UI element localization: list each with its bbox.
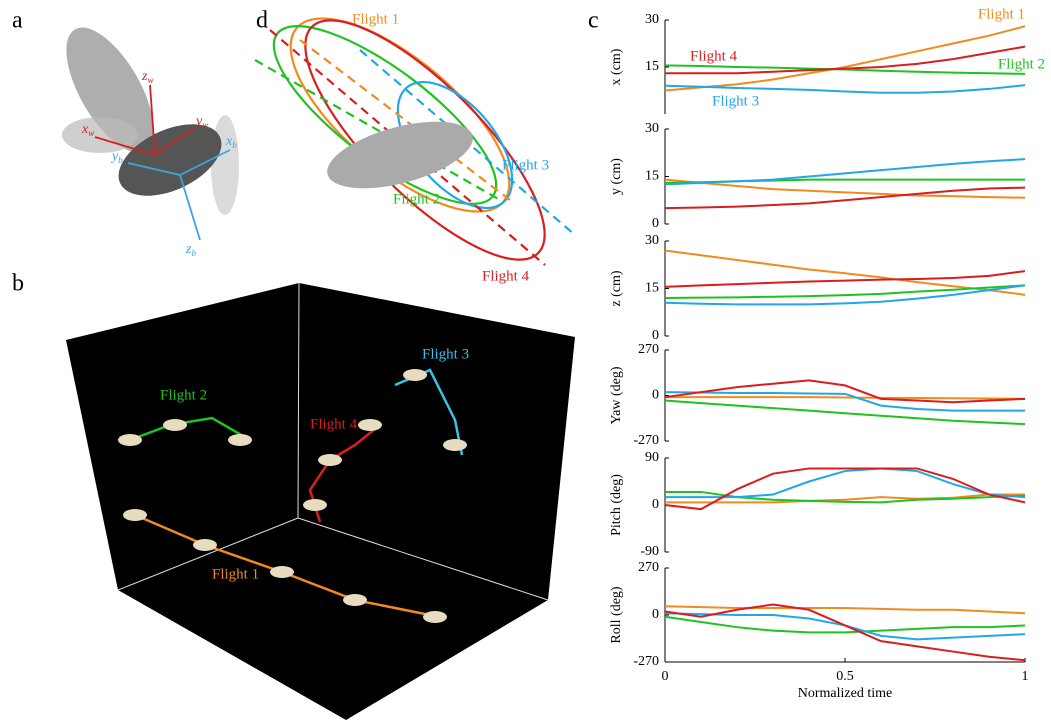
y-tick-label: 15: [645, 281, 659, 296]
axis-subscript: b: [232, 140, 237, 150]
series-line: [665, 606, 1025, 613]
y-axis-label: Pitch (deg): [609, 474, 624, 536]
series-line: [665, 401, 1025, 425]
flight-label: Flight 1: [352, 11, 399, 27]
panel-label: a: [12, 8, 23, 34]
axis-subscript: b: [118, 155, 123, 165]
panel-label: c: [588, 8, 599, 34]
series-name: Flight 4: [690, 48, 738, 64]
y-tick-label: 30: [645, 12, 659, 27]
series-line: [665, 397, 1025, 399]
y-tick-label: 270: [638, 342, 659, 357]
series-name: Flight 2: [998, 56, 1045, 72]
flight-label: Flight 2: [393, 191, 440, 207]
y-axis-label: x (cm): [609, 48, 624, 85]
panel-b-drawing: [66, 283, 575, 720]
y-tick-label: 15: [645, 59, 659, 74]
axis-label: zw: [141, 69, 153, 85]
series-line: [665, 188, 1025, 209]
axis-subscript: b: [191, 248, 196, 258]
figure: a b c d zwywxwybxbzbFlight 1Flight 2Flig…: [0, 0, 1051, 727]
y-tick-label: 270: [638, 560, 659, 575]
x-tick-label: 0.5: [836, 669, 854, 684]
y-tick-label: -270: [633, 654, 659, 669]
panel-a-drawing: [49, 14, 239, 240]
x-tick-label: 1: [1022, 669, 1029, 684]
y-tick-label: 0: [652, 607, 659, 622]
y-axis-label: Yaw (deg): [609, 366, 624, 424]
y-axis-label: y (cm): [609, 158, 624, 195]
series-line: [665, 468, 1025, 497]
flight-label: Flight 3: [422, 346, 469, 362]
flight-label: Flight 2: [160, 387, 207, 403]
flight-label: Flight 3: [502, 157, 549, 173]
y-tick-label: -270: [633, 433, 659, 448]
axis-subscript: w: [202, 120, 208, 130]
axis-subscript: w: [88, 128, 94, 138]
axis-label: yw: [194, 114, 208, 130]
y-tick-label: 0: [652, 216, 659, 231]
y-tick-label: -90: [640, 544, 659, 559]
panel-d-drawing: [250, 0, 577, 292]
panel-label: d: [256, 8, 268, 34]
y-tick-label: 15: [645, 169, 659, 184]
y-tick-label: 0: [652, 328, 659, 343]
y-tick-label: 90: [645, 450, 659, 465]
y-tick-label: 30: [645, 121, 659, 136]
panel-label: b: [12, 271, 24, 297]
axis-subscript: w: [147, 75, 153, 85]
x-axis-label: Normalized time: [798, 686, 892, 701]
axis-label: yb: [110, 149, 123, 165]
flight-label: Flight 4: [310, 416, 358, 432]
series-name: Flight 3: [712, 93, 759, 109]
y-tick-label: 0: [652, 388, 659, 403]
flight-label: Flight 4: [482, 268, 530, 284]
flight-label: Flight 1: [212, 566, 259, 582]
axis-label: zb: [185, 242, 196, 258]
x-tick-label: 0: [662, 669, 669, 684]
y-tick-label: 0: [652, 497, 659, 512]
y-axis-label: z (cm): [609, 270, 624, 306]
y-tick-label: 30: [645, 233, 659, 248]
y-axis-label: Roll (deg): [609, 586, 624, 643]
series-name: Flight 1: [978, 6, 1025, 22]
